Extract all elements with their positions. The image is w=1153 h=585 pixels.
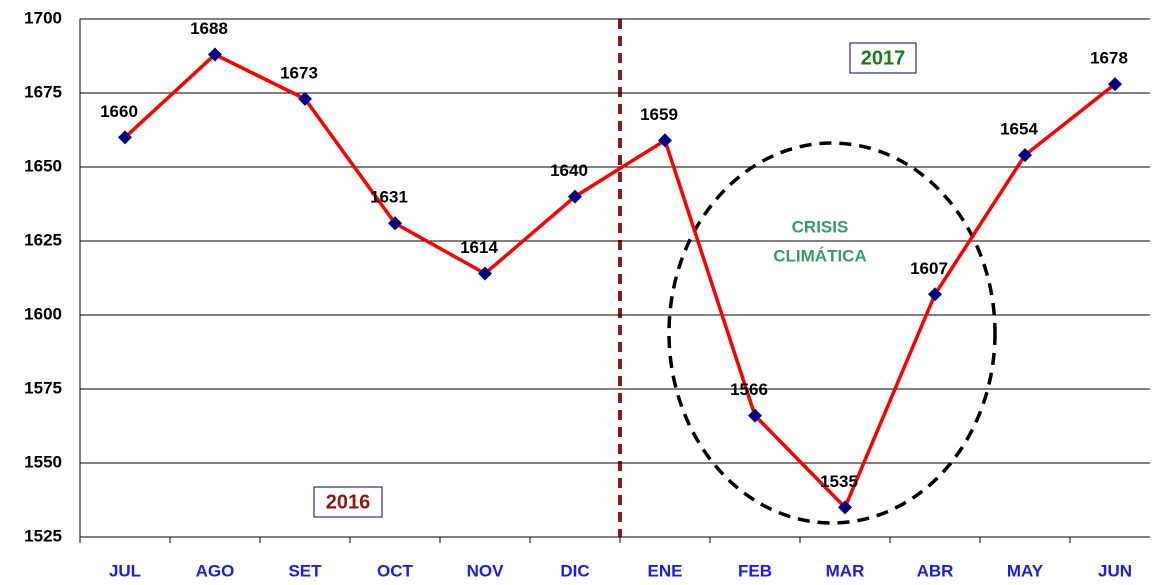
y-tick-label: 1575 [24, 378, 62, 397]
x-tick-label: JUL [109, 561, 141, 580]
point-marker [298, 91, 312, 106]
x-tick-label: JUN [1098, 561, 1132, 580]
annotation: 2016 [326, 491, 371, 513]
x-tick-label: MAR [826, 561, 865, 580]
y-tick-label: 1625 [24, 230, 62, 249]
x-tick-label: FEB [738, 561, 772, 580]
x-tick-label: MAY [1007, 561, 1044, 580]
data-label: 1535 [820, 472, 858, 491]
data-label: 1640 [550, 161, 588, 180]
annotation: CLIMÁTICA [773, 246, 866, 265]
label-box [313, 486, 383, 518]
y-tick-label: 1550 [24, 452, 62, 471]
x-tick-label: OCT [377, 561, 414, 580]
x-tick-label: DIC [560, 561, 589, 580]
x-tick-label: NOV [467, 561, 505, 580]
point-marker [388, 216, 402, 231]
crisis-ellipse [667, 141, 997, 525]
data-label: 1654 [1000, 120, 1038, 139]
y-tick-label: 1700 [24, 8, 62, 27]
series-line [123, 52, 1117, 511]
y-tick-label: 1675 [24, 82, 62, 101]
point-marker [658, 133, 672, 148]
x-tick-label: ABR [917, 561, 954, 580]
point-marker [838, 500, 852, 515]
data-label: 1659 [640, 105, 678, 124]
y-tick-label: 1650 [24, 156, 62, 175]
point-marker [478, 266, 492, 281]
label-box [849, 42, 917, 74]
data-label: 1607 [910, 259, 948, 278]
data-label: 1688 [190, 19, 228, 38]
x-tick-label: SET [288, 561, 322, 580]
point-marker [1018, 148, 1032, 163]
point-marker [208, 47, 222, 62]
x-tick-label: ENE [648, 561, 683, 580]
y-tick-label: 1525 [24, 526, 62, 545]
annotation: 2017 [861, 47, 906, 69]
point-marker [748, 408, 762, 423]
data-label: 1678 [1090, 49, 1128, 68]
data-label: 1614 [460, 238, 498, 257]
data-label: 1566 [730, 380, 768, 399]
y-tick-label: 1600 [24, 304, 62, 323]
x-tick-label: AGO [196, 561, 235, 580]
point-marker [568, 189, 582, 204]
data-label: 1631 [370, 188, 408, 207]
point-marker [928, 287, 942, 302]
point-marker [1108, 77, 1122, 92]
data-label: 1673 [280, 63, 318, 82]
annotation: CRISIS [792, 217, 849, 236]
point-marker [118, 130, 132, 145]
data-label: 1660 [100, 102, 138, 121]
